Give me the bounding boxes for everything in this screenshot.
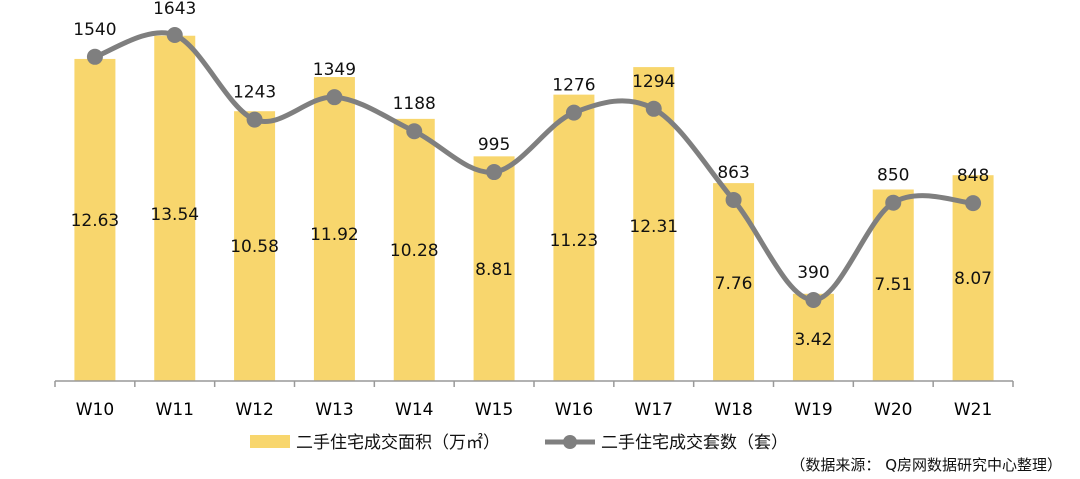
- legend: 二手住宅成交面积（万㎡） 二手住宅成交套数（套）: [250, 433, 788, 453]
- x-tick-label-W16: W16: [555, 400, 593, 420]
- labels-layer: W10 W11 W12 W13 W14 W15 W16 W17 W18 W19 W20 W21 12.6…: [71, 0, 993, 420]
- line-layer: [92, 30, 976, 303]
- x-tick-label-W17: W17: [635, 400, 673, 420]
- bar-W20: [872, 189, 914, 381]
- x-tick-label-W18: W18: [714, 400, 752, 420]
- line-value-label-W18: 863: [717, 163, 749, 183]
- line-value-label-W17: 1294: [632, 72, 675, 92]
- markers-layer: [86, 27, 982, 308]
- bar-W12: [234, 111, 276, 382]
- line-value-label-W14: 1188: [393, 94, 436, 114]
- bar-W13: [313, 77, 355, 381]
- line-point-W15: [486, 164, 503, 181]
- bar-W10: [74, 58, 116, 382]
- line-point-W17: [645, 100, 662, 117]
- x-tick-label-W13: W13: [315, 400, 353, 420]
- bar-value-label-W17: 12.31: [629, 217, 678, 237]
- x-tick-label-W11: W11: [156, 400, 194, 420]
- bars-layer: [74, 35, 994, 382]
- bar-value-label-W11: 13.54: [150, 205, 199, 225]
- x-tick-label-W15: W15: [475, 400, 513, 420]
- x-tick-label-W10: W10: [76, 400, 114, 420]
- line-point-W16: [565, 104, 582, 121]
- x-axis-ticks: [54, 381, 1014, 387]
- line-point-W11: [166, 27, 183, 43]
- line-value-label-W21: 848: [957, 166, 989, 186]
- line-value-label-W13: 1349: [313, 60, 356, 80]
- line-value-label-W16: 1276: [552, 76, 595, 96]
- legend-line-marker: [563, 435, 577, 449]
- legend-bar-label: 二手住宅成交面积（万㎡）: [296, 433, 500, 453]
- x-tick-label-W14: W14: [395, 400, 433, 420]
- legend-bar-swatch: [250, 435, 290, 448]
- line-value-label-W19: 390: [797, 263, 829, 283]
- x-tick-label-W19: W19: [794, 400, 832, 420]
- bar-value-label-W16: 11.23: [550, 231, 599, 251]
- line-point-W10: [86, 48, 103, 65]
- line-point-W14: [406, 123, 423, 140]
- line-point-W20: [885, 194, 902, 211]
- bar-W16: [553, 94, 595, 381]
- bar-W14: [393, 118, 435, 382]
- line-point-W19: [805, 292, 822, 308]
- line-value-label-W10: 1540: [73, 20, 116, 40]
- bar-value-label-W20: 7.51: [874, 275, 912, 295]
- line-value-label-W20: 850: [877, 166, 909, 186]
- bar-value-label-W12: 10.58: [230, 237, 279, 257]
- bar-W19: [792, 293, 834, 381]
- bar-value-label-W10: 12.63: [71, 211, 120, 231]
- bar-W11: [154, 35, 196, 381]
- source-note: （数据来源： Q房网数据研究中心整理）: [790, 456, 1062, 474]
- line-point-W18: [725, 191, 742, 208]
- line-value-label-W12: 1243: [233, 83, 276, 103]
- bar-value-label-W15: 8.81: [475, 260, 513, 280]
- line-point-W13: [326, 89, 343, 106]
- x-tick-label-W20: W20: [874, 400, 912, 420]
- bar-value-label-W18: 7.76: [715, 274, 753, 294]
- bar-W15: [473, 156, 515, 381]
- legend-line-label: 二手住宅成交套数（套）: [601, 433, 788, 453]
- line-point-W21: [965, 195, 982, 212]
- bar-value-label-W14: 10.28: [390, 241, 439, 261]
- line-value-label-W15: 995: [478, 135, 510, 155]
- line-point-W12: [246, 111, 263, 128]
- line-series-path: [92, 30, 976, 303]
- x-tick-label-W12: W12: [235, 400, 273, 420]
- x-tick-label-W21: W21: [954, 400, 992, 420]
- bar-value-label-W21: 8.07: [954, 269, 992, 289]
- bar-value-label-W13: 11.92: [310, 225, 359, 245]
- bar-value-label-W19: 3.42: [794, 330, 832, 350]
- line-value-label-W11: 1643: [153, 0, 196, 19]
